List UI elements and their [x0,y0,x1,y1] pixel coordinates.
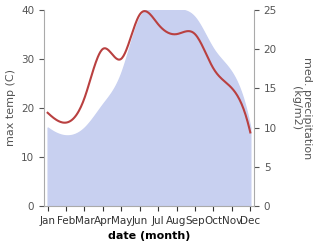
Y-axis label: max temp (C): max temp (C) [5,69,16,146]
X-axis label: date (month): date (month) [108,231,190,242]
Y-axis label: med. precipitation
(kg/m2): med. precipitation (kg/m2) [291,57,313,159]
